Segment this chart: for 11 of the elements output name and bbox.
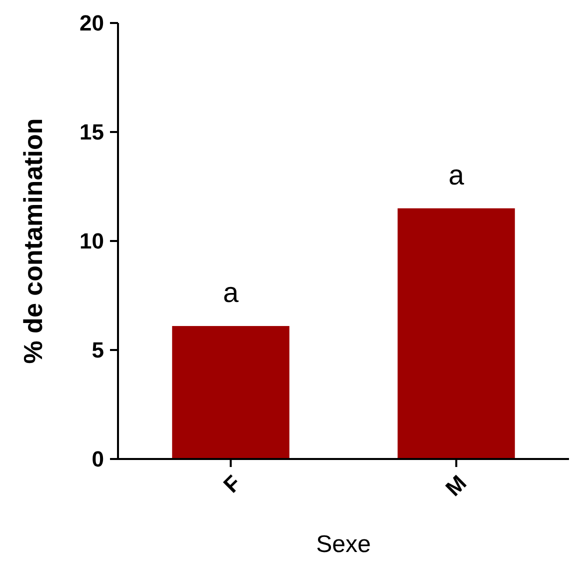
y-tick-label: 10 (80, 228, 104, 254)
x-tick-label: M (440, 470, 472, 501)
y-tick-label: 15 (80, 120, 104, 145)
x-tick-label: F (218, 470, 246, 498)
y-tick-label: 20 (80, 10, 104, 36)
annotation: a (222, 277, 239, 308)
y-tick-label: 0 (92, 446, 104, 472)
annotation: a (448, 159, 464, 190)
y-axis-title: % de contamination (18, 118, 48, 364)
y-tick-label: 5 (92, 338, 104, 363)
x-axis-title: Sexe (316, 531, 371, 558)
